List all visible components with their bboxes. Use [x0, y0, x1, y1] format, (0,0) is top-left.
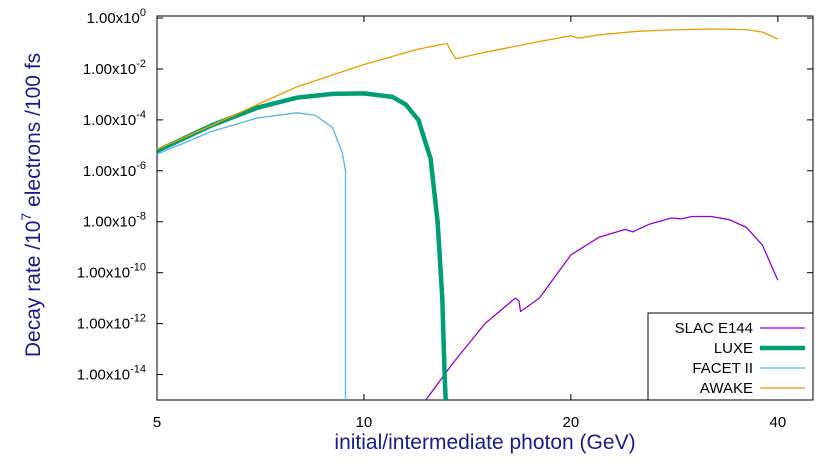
y-axis-title-exponent: 7 — [18, 213, 34, 221]
y-tick-label: 1.00x10-8 — [83, 211, 146, 231]
legend-label: FACET II — [692, 360, 753, 377]
y-axis-title-suffix: electrons /100 fs — [22, 53, 45, 213]
legend-label: LUXE — [714, 340, 753, 357]
y-tick-label: 1.00x10-12 — [77, 313, 146, 333]
x-tick-label: 20 — [563, 414, 580, 431]
series-slac-e144 — [425, 215, 779, 400]
x-tick-label: 5 — [153, 414, 161, 431]
series-group — [157, 28, 779, 400]
series-awake — [157, 28, 779, 150]
y-tick-label: 1.00x10-2 — [83, 58, 146, 78]
y-tick-label: 1.00x10-14 — [77, 364, 146, 384]
y-tick-label: 1.00x10-6 — [83, 160, 146, 180]
legend-label: AWAKE — [700, 380, 753, 397]
x-axis-title: initial/intermediate photon (GeV) — [334, 431, 635, 454]
y-axis-title: Decay rate /107 electrons /100 fs — [18, 53, 45, 357]
ticks: 5 10 20 40 1.00x100 1.00x10-2 1.00x10-4 1.00x10… — [77, 7, 813, 431]
series-luxe — [157, 91, 448, 400]
y-axis-title-prefix: Decay rate /10 — [22, 221, 45, 358]
y-tick-label: 1.00x10-4 — [83, 109, 146, 129]
series-facet-ii — [157, 112, 347, 400]
legend-label: SLAC E144 — [675, 320, 753, 337]
y-tick-label: 1.00x100 — [86, 7, 146, 27]
x-tick-label: 10 — [356, 414, 373, 431]
y-tick-label: 1.00x10-10 — [77, 262, 146, 282]
plot-frame — [156, 15, 814, 401]
x-tick-label: 40 — [769, 414, 786, 431]
legend: SLAC E144 LUXE FACET II AWAKE — [647, 312, 814, 401]
